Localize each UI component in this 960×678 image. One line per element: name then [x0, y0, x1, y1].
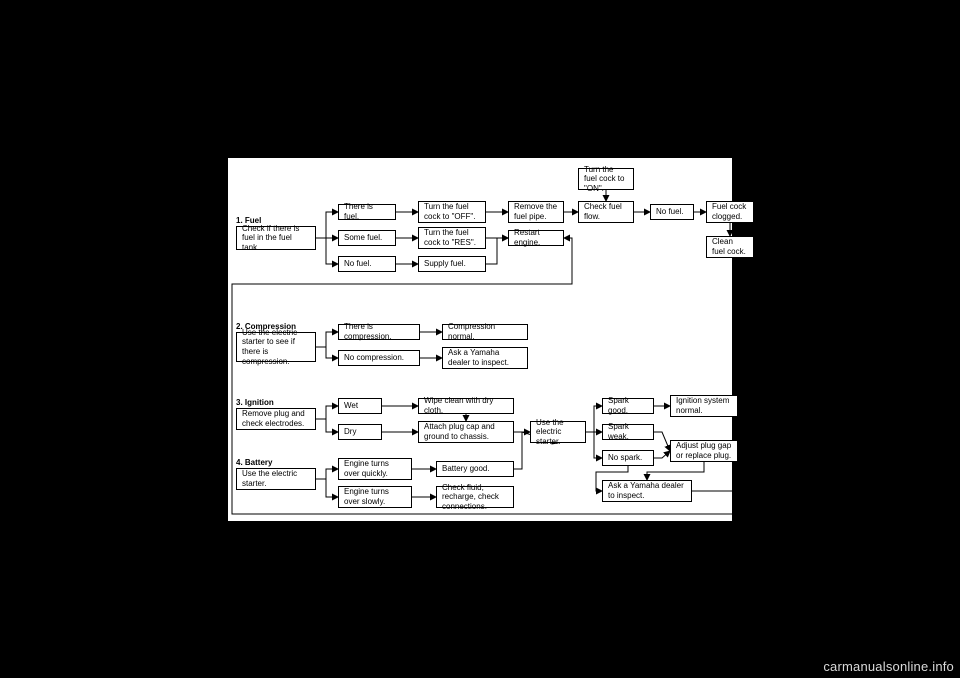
node-ign_use: Use the electric starter. [530, 421, 586, 443]
node-ign_good: Spark good. [602, 398, 654, 414]
node-ign_attach: Attach plug cap and ground to chassis. [418, 421, 514, 443]
node-bat_check: Use the electric starter. [236, 468, 316, 490]
node-ign_dry: Dry [338, 424, 382, 440]
node-fuel_there: There is fuel. [338, 204, 396, 220]
node-bat_quick: Engine turns over quickly. [338, 458, 412, 480]
node-bat_good: Battery good. [436, 461, 514, 477]
node-ign_check: Remove plug and check electrodes. [236, 408, 316, 430]
node-ign_wet: Wet [338, 398, 382, 414]
node-bat_fluid: Check fluid, recharge, check connections… [436, 486, 514, 508]
node-fuel_check: Check if there is fuel in the fuel tank. [236, 226, 316, 250]
node-fuel_restart: Restart engine. [508, 230, 564, 246]
node-fuel_none: No fuel. [338, 256, 396, 272]
node-ign_wipe: Wipe clean with dry cloth. [418, 398, 514, 414]
node-fuel_off: Turn the fuel cock to "OFF". [418, 201, 486, 223]
node-fuel_on: Turn the fuel cock to "ON". [578, 168, 634, 190]
node-fuel_res: Turn the fuel cock to "RES". [418, 227, 486, 249]
node-ign_nospark: No spark. [602, 450, 654, 466]
node-comp_check: Use the electric starter to see if there… [236, 332, 316, 362]
watermark-text: carmanualsonline.info [823, 659, 954, 674]
node-comp_yes: There is compression. [338, 324, 420, 340]
node-fuel_clogged: Fuel cock clogged. [706, 201, 754, 223]
node-fuel_supply: Supply fuel. [418, 256, 486, 272]
heading-ignition: 3. Ignition [236, 398, 274, 407]
node-fuel_flow: Check fuel flow. [578, 201, 634, 223]
node-fuel_clean: Clean fuel cock. [706, 236, 754, 258]
node-ign_dealer: Ask a Yamaha dealer to inspect. [602, 480, 692, 502]
node-fuel_remove: Remove the fuel pipe. [508, 201, 564, 223]
node-comp_normal: Compression normal. [442, 324, 528, 340]
node-fuel_nofuel2: No fuel. [650, 204, 694, 220]
node-ign_normal: Ignition system normal. [670, 395, 738, 417]
node-bat_slow: Engine turns over slowly. [338, 486, 412, 508]
heading-battery: 4. Battery [236, 458, 272, 467]
node-comp_no: No compression. [338, 350, 420, 366]
node-ign_weak: Spark weak. [602, 424, 654, 440]
node-comp_dealer: Ask a Yamaha dealer to inspect. [442, 347, 528, 369]
node-fuel_some: Some fuel. [338, 230, 396, 246]
node-ign_adjust: Adjust plug gap or replace plug. [670, 440, 738, 462]
